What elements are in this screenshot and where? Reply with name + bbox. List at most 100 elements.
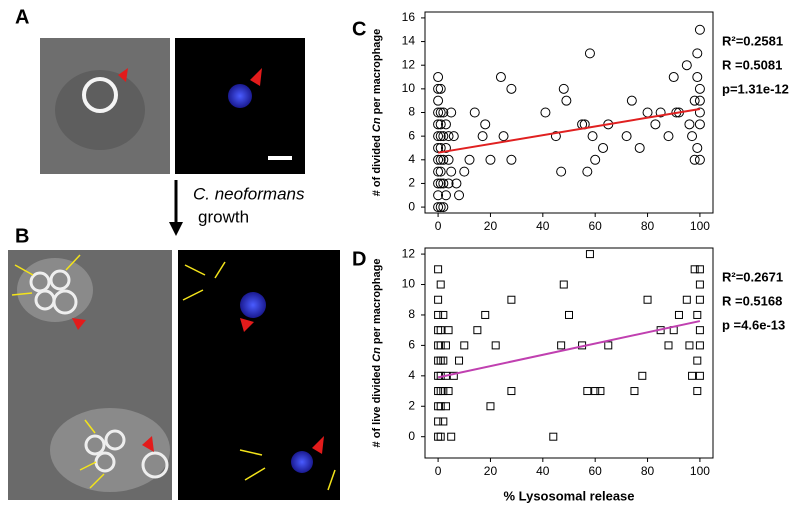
arrowhead <box>312 436 324 454</box>
point <box>451 178 462 189</box>
x-tick-label: 60 <box>589 219 603 233</box>
x-tick-label: 100 <box>690 219 710 233</box>
panel-label: A <box>15 6 29 28</box>
point <box>436 356 445 365</box>
point <box>433 83 444 94</box>
point <box>464 154 475 165</box>
point <box>433 107 444 118</box>
point <box>598 142 609 153</box>
y-axis-label-part: per macrophage <box>371 259 383 348</box>
point <box>498 131 509 142</box>
point <box>582 166 593 177</box>
point <box>439 387 448 396</box>
point <box>439 356 448 365</box>
y-tick-label: 8 <box>408 307 415 321</box>
y-axis-label-part: Cn <box>371 117 383 132</box>
arrowhead <box>169 222 183 236</box>
point <box>436 387 445 396</box>
point <box>689 95 700 106</box>
point <box>433 72 444 83</box>
point <box>436 432 445 441</box>
point <box>434 326 443 335</box>
point <box>435 202 446 213</box>
point <box>438 178 449 189</box>
point <box>507 295 516 304</box>
point <box>434 402 443 411</box>
x-tick-label: 100 <box>690 464 710 478</box>
point <box>585 250 594 259</box>
point <box>435 154 446 165</box>
x-tick-label: 20 <box>484 464 498 478</box>
annotation: R =0.5168 <box>722 293 782 308</box>
annotation: p=1.31e-12 <box>722 81 789 96</box>
point <box>434 265 443 274</box>
point <box>434 341 443 350</box>
point <box>439 310 448 319</box>
point <box>433 166 444 177</box>
x-tick-label: 0 <box>435 219 442 233</box>
panel-label: D <box>352 248 366 270</box>
point <box>694 119 705 130</box>
y-tick-label: 0 <box>408 429 415 443</box>
point <box>433 119 444 130</box>
point <box>664 341 673 350</box>
point <box>655 107 666 118</box>
point <box>486 402 495 411</box>
point <box>693 356 702 365</box>
arrowhead <box>72 318 86 330</box>
annotation: R =0.5081 <box>722 57 782 72</box>
x-tick-label: 80 <box>641 219 655 233</box>
y-axis-label: # of divided Cn per macrophage <box>371 29 383 197</box>
point <box>550 131 561 142</box>
y-tick-label: 16 <box>402 10 416 24</box>
y-tick-label: 0 <box>408 199 415 213</box>
arrowhead <box>118 68 128 82</box>
cryptococcus <box>52 289 78 315</box>
y-tick-label: 12 <box>402 246 416 260</box>
point <box>692 72 703 83</box>
point <box>626 95 637 106</box>
point <box>440 119 451 130</box>
point <box>454 190 465 201</box>
point <box>693 310 702 319</box>
cryptococcus <box>141 451 169 479</box>
y-axis-label: # of live divided Cn per macrophage <box>371 259 383 448</box>
point <box>434 432 443 441</box>
point <box>557 341 566 350</box>
point <box>440 142 451 153</box>
point <box>435 107 446 118</box>
point <box>695 341 704 350</box>
point <box>433 154 444 165</box>
point <box>435 83 446 94</box>
point <box>491 341 500 350</box>
point <box>695 265 704 274</box>
point <box>433 202 444 213</box>
point <box>444 387 453 396</box>
y-tick-label: 6 <box>408 128 415 142</box>
point <box>441 402 450 411</box>
point <box>444 326 453 335</box>
point <box>650 119 661 130</box>
y-axis-label-part: # of live divided <box>371 362 383 448</box>
point <box>435 166 446 177</box>
point <box>695 295 704 304</box>
annotation: R²=0.2671 <box>722 269 783 284</box>
point <box>693 387 702 396</box>
arrowhead <box>250 68 262 86</box>
nucleus <box>228 84 252 108</box>
point <box>446 166 457 177</box>
point <box>692 142 703 153</box>
fit-line <box>437 107 701 154</box>
point <box>480 119 491 130</box>
point <box>449 371 458 380</box>
point <box>596 387 605 396</box>
point <box>438 107 449 118</box>
point <box>448 131 459 142</box>
point <box>485 154 496 165</box>
cell <box>50 408 170 492</box>
point <box>438 202 449 213</box>
y-axis-label-part: # of divided <box>371 132 383 196</box>
point <box>433 131 444 142</box>
point <box>473 326 482 335</box>
y-tick-label: 12 <box>402 57 416 71</box>
